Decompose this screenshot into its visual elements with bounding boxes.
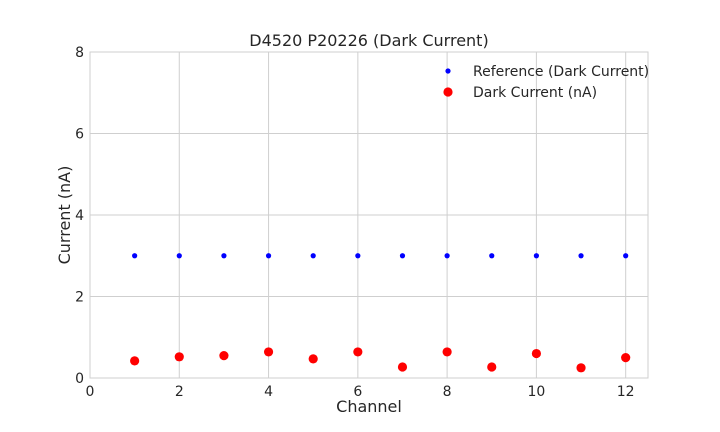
legend-label-reference: Reference (Dark Current) [473,64,649,80]
legend-marker-dark-current [443,87,453,97]
x-tick-label: 6 [353,384,362,400]
dark-current-point [531,348,542,359]
plot-area-frame [89,51,649,379]
reference-point [578,253,584,259]
legend: Reference (Dark Current) Dark Current (n… [443,64,649,101]
x-tick-label: 10 [527,384,545,400]
x-tick-label: 12 [617,384,635,400]
x-tick-label: 0 [86,384,95,400]
reference-point [265,253,272,259]
reference-point [533,253,540,259]
dark-current-point [353,347,363,357]
y-tick-label: 6 [75,127,84,143]
reference-point [132,253,138,259]
y-tick-label: 2 [75,290,84,306]
x-axis-label: Channel [336,397,402,416]
dark-current-point [174,352,184,362]
tick-labels: 0 2 4 6 8 10 12 0 2 4 6 8 [75,45,635,400]
reference-point [623,253,629,259]
reference-point [221,253,227,259]
dark-current-point [263,347,274,357]
dark-current-point [621,353,631,363]
data-points [130,253,631,373]
chart-title: D4520 P20226 (Dark Current) [249,31,488,50]
y-axis-label: Current (nA) [55,166,74,265]
reference-point [355,253,361,259]
dark-current-point [308,354,318,364]
y-tick-label: 0 [75,371,84,387]
reference-point [310,253,316,259]
dark-current-point [576,363,586,373]
dark-current-point [397,362,408,372]
dark-current-point [487,362,497,372]
reference-point [444,253,450,259]
legend-marker-reference [445,68,451,74]
y-tick-label: 8 [75,45,84,61]
reference-point [399,253,406,259]
dark-current-point [442,347,452,357]
x-tick-label: 8 [443,384,452,400]
legend-label-dark-current: Dark Current (nA) [473,85,597,101]
dark-current-point [219,350,229,361]
reference-point [489,253,495,259]
dark-current-point [130,356,140,366]
reference-point [176,253,182,259]
x-tick-label: 4 [264,384,273,400]
y-tick-label: 4 [75,208,84,224]
x-tick-label: 2 [175,384,184,400]
